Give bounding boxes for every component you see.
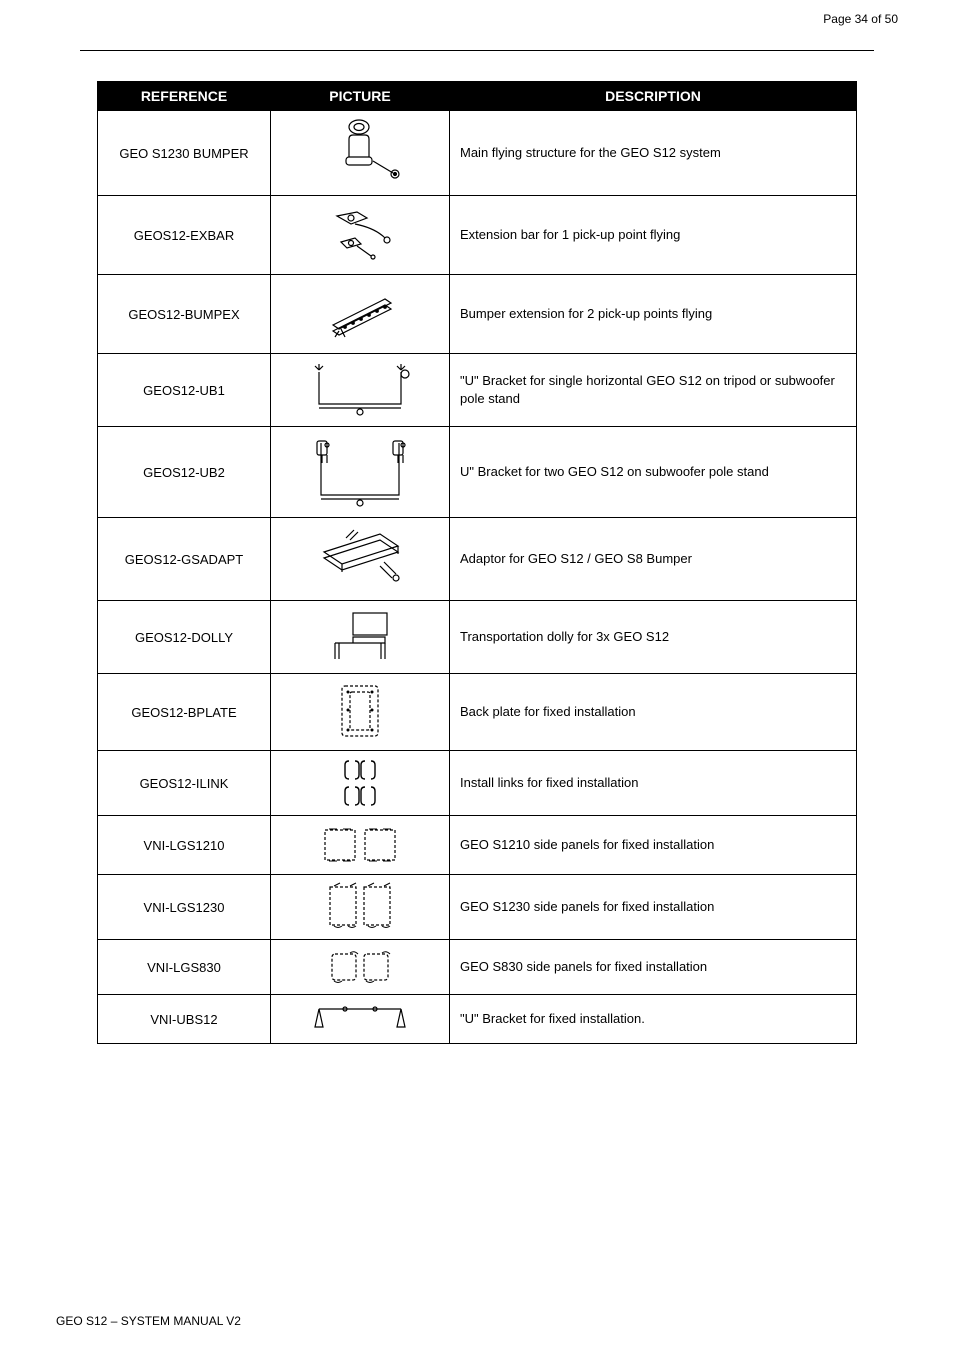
cell-pic: [271, 601, 450, 674]
cell-desc: Main flying structure for the GEO S12 sy…: [450, 111, 857, 196]
cell-pic: [271, 875, 450, 940]
cell-ref: GEOS12-UB1: [98, 354, 271, 427]
lgs1210-icon: [315, 822, 405, 868]
table-row: VNI-LGS1210 GEO S1210 side panels for fi: [98, 816, 857, 875]
cell-desc: Transportation dolly for 3x GEO S12: [450, 601, 857, 674]
bumpex-icon: [315, 281, 405, 347]
table-row: GEOS12-GSADAPT Adaptor for GEO S12 / GEO…: [98, 518, 857, 601]
lgs1230-icon: [320, 881, 400, 933]
table-row: GEO S1230 BUMPER Main flying structure f…: [98, 111, 857, 196]
cell-pic: [271, 354, 450, 427]
cell-desc: Extension bar for 1 pick-up point flying: [450, 196, 857, 275]
table-row: GEOS12-EXBAR Extension bar for 1 pic: [98, 196, 857, 275]
cell-pic: [271, 111, 450, 196]
cell-desc: U" Bracket for two GEO S12 on subwoofer …: [450, 427, 857, 518]
bplate-icon: [330, 680, 390, 744]
table-row: GEOS12-ILINK Install links for fixed ins…: [98, 751, 857, 816]
cell-ref: GEOS12-EXBAR: [98, 196, 271, 275]
page-footer: GEO S12 – SYSTEM MANUAL V2: [56, 1314, 241, 1328]
cell-desc: "U" Bracket for fixed installation.: [450, 995, 857, 1044]
cell-pic: [271, 816, 450, 875]
cell-ref: GEOS12-BUMPEX: [98, 275, 271, 354]
cell-pic: [271, 674, 450, 751]
table-row: GEOS12-BPLATE Back plate for fixed insta…: [98, 674, 857, 751]
col-picture: PICTURE: [271, 82, 450, 111]
cell-desc: Adaptor for GEO S12 / GEO S8 Bumper: [450, 518, 857, 601]
cell-ref: VNI-LGS1230: [98, 875, 271, 940]
ub2-icon: [305, 433, 415, 511]
cell-ref: GEOS12-UB2: [98, 427, 271, 518]
cell-desc: Back plate for fixed installation: [450, 674, 857, 751]
cell-pic: [271, 940, 450, 995]
lgs830-icon: [320, 946, 400, 988]
ubs12-icon: [305, 1001, 415, 1037]
table-row: VNI-UBS12 "U" Bracket for fixed installa…: [98, 995, 857, 1044]
cell-desc: "U" Bracket for single horizontal GEO S1…: [450, 354, 857, 427]
cell-pic: [271, 427, 450, 518]
gsadapt-icon: [310, 524, 410, 594]
col-description: DESCRIPTION: [450, 82, 857, 111]
table-row: VNI-LGS1230 GEO S1230 side panels for fi: [98, 875, 857, 940]
cell-desc: GEO S1210 side panels for fixed installa…: [450, 816, 857, 875]
top-rule: [80, 50, 874, 51]
cell-ref: GEO S1230 BUMPER: [98, 111, 271, 196]
table-row: GEOS12-UB1 "U" Bracket for single horizo…: [98, 354, 857, 427]
table-row: VNI-LGS830 GEO S830 side panels for fixe…: [98, 940, 857, 995]
bumper-icon: [315, 117, 405, 189]
cell-ref: GEOS12-BPLATE: [98, 674, 271, 751]
dolly-icon: [315, 607, 405, 667]
cell-pic: [271, 518, 450, 601]
page-number: Page 34 of 50: [823, 12, 898, 26]
table-row: GEOS12-DOLLY Transportation dolly for 3x…: [98, 601, 857, 674]
table-header-row: REFERENCE PICTURE DESCRIPTION: [98, 82, 857, 111]
cell-pic: [271, 196, 450, 275]
page: Page 34 of 50 REFERENCE PICTURE DESCRIPT…: [0, 0, 954, 1350]
cell-pic: [271, 995, 450, 1044]
cell-desc: Bumper extension for 2 pick-up points fl…: [450, 275, 857, 354]
cell-desc: GEO S830 side panels for fixed installat…: [450, 940, 857, 995]
cell-ref: VNI-UBS12: [98, 995, 271, 1044]
table-row: GEOS12-BUMPEX Bumper extension for 2 pic…: [98, 275, 857, 354]
col-reference: REFERENCE: [98, 82, 271, 111]
cell-ref: GEOS12-GSADAPT: [98, 518, 271, 601]
ub1-icon: [305, 360, 415, 420]
cell-pic: [271, 275, 450, 354]
cell-ref: GEOS12-DOLLY: [98, 601, 271, 674]
cell-ref: GEOS12-ILINK: [98, 751, 271, 816]
cell-pic: [271, 751, 450, 816]
exbar-icon: [315, 202, 405, 268]
ilink-icon: [335, 757, 385, 809]
table-row: GEOS12-UB2 U" Bracket for two GEO S1: [98, 427, 857, 518]
cell-ref: VNI-LGS830: [98, 940, 271, 995]
cell-desc: Install links for fixed installation: [450, 751, 857, 816]
cell-desc: GEO S1230 side panels for fixed installa…: [450, 875, 857, 940]
accessories-table: REFERENCE PICTURE DESCRIPTION GEO S1230 …: [97, 81, 857, 1044]
cell-ref: VNI-LGS1210: [98, 816, 271, 875]
